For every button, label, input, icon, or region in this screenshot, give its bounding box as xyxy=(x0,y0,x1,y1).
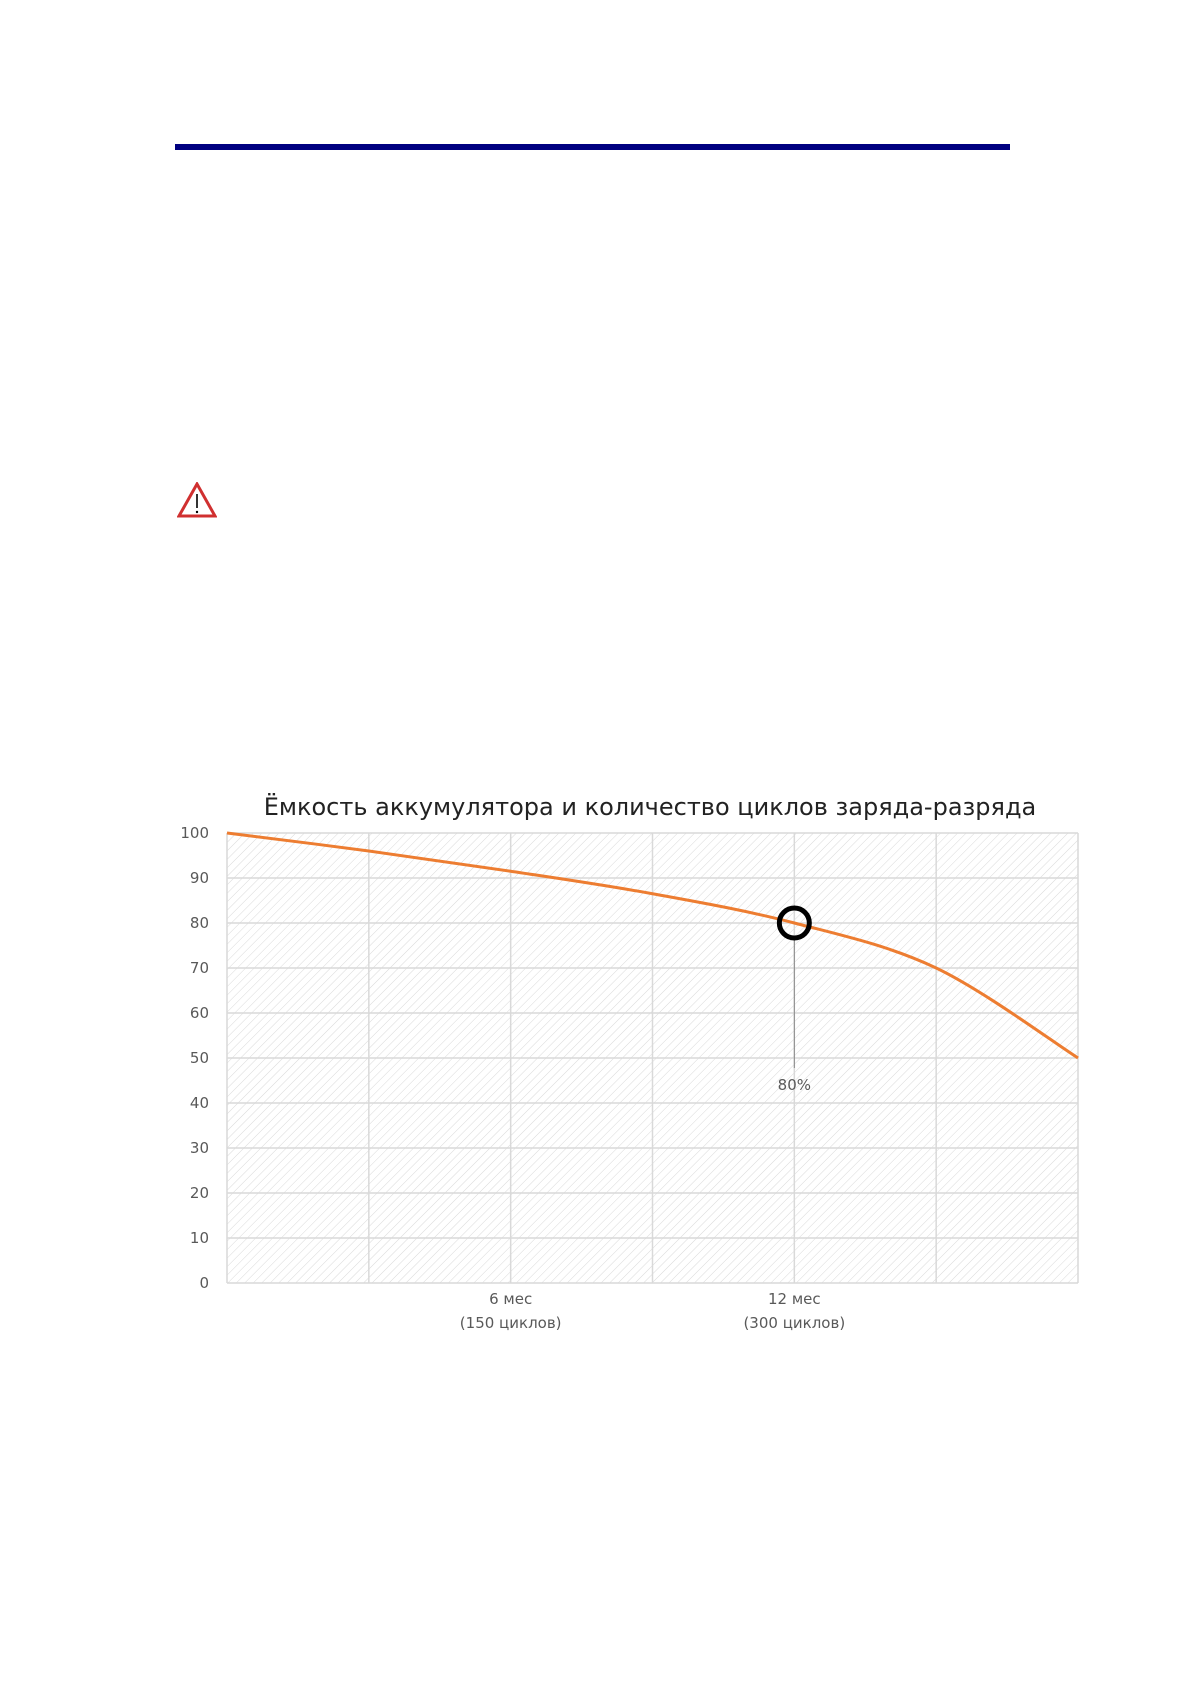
y-tick-label: 50 xyxy=(190,1049,209,1067)
y-tick-label: 80 xyxy=(190,914,209,932)
x-tick-label: 6 мес xyxy=(489,1290,532,1308)
annotation-label: 80% xyxy=(778,1076,811,1094)
y-tick-label: 90 xyxy=(190,869,209,887)
y-tick-label: 0 xyxy=(199,1274,209,1292)
series-line xyxy=(226,831,1079,1060)
y-tick-label: 40 xyxy=(190,1094,209,1112)
y-tick-label: 20 xyxy=(190,1184,209,1202)
warning-triangle-icon xyxy=(177,482,217,518)
y-tick-label: 60 xyxy=(190,1004,209,1022)
y-tick-label: 30 xyxy=(190,1139,209,1157)
x-tick-sublabel: (300 циклов) xyxy=(743,1314,845,1332)
annotation-circle xyxy=(776,905,812,941)
y-tick-label: 70 xyxy=(190,959,209,977)
chart-title: Ёмкость аккумулятора и количество циклов… xyxy=(264,792,1037,821)
x-tick-label: 12 мес xyxy=(768,1290,821,1308)
x-tick-sublabel: (150 циклов) xyxy=(460,1314,562,1332)
y-tick-label: 10 xyxy=(190,1229,209,1247)
y-tick-label: 100 xyxy=(180,824,209,842)
header-rule xyxy=(175,144,1010,150)
